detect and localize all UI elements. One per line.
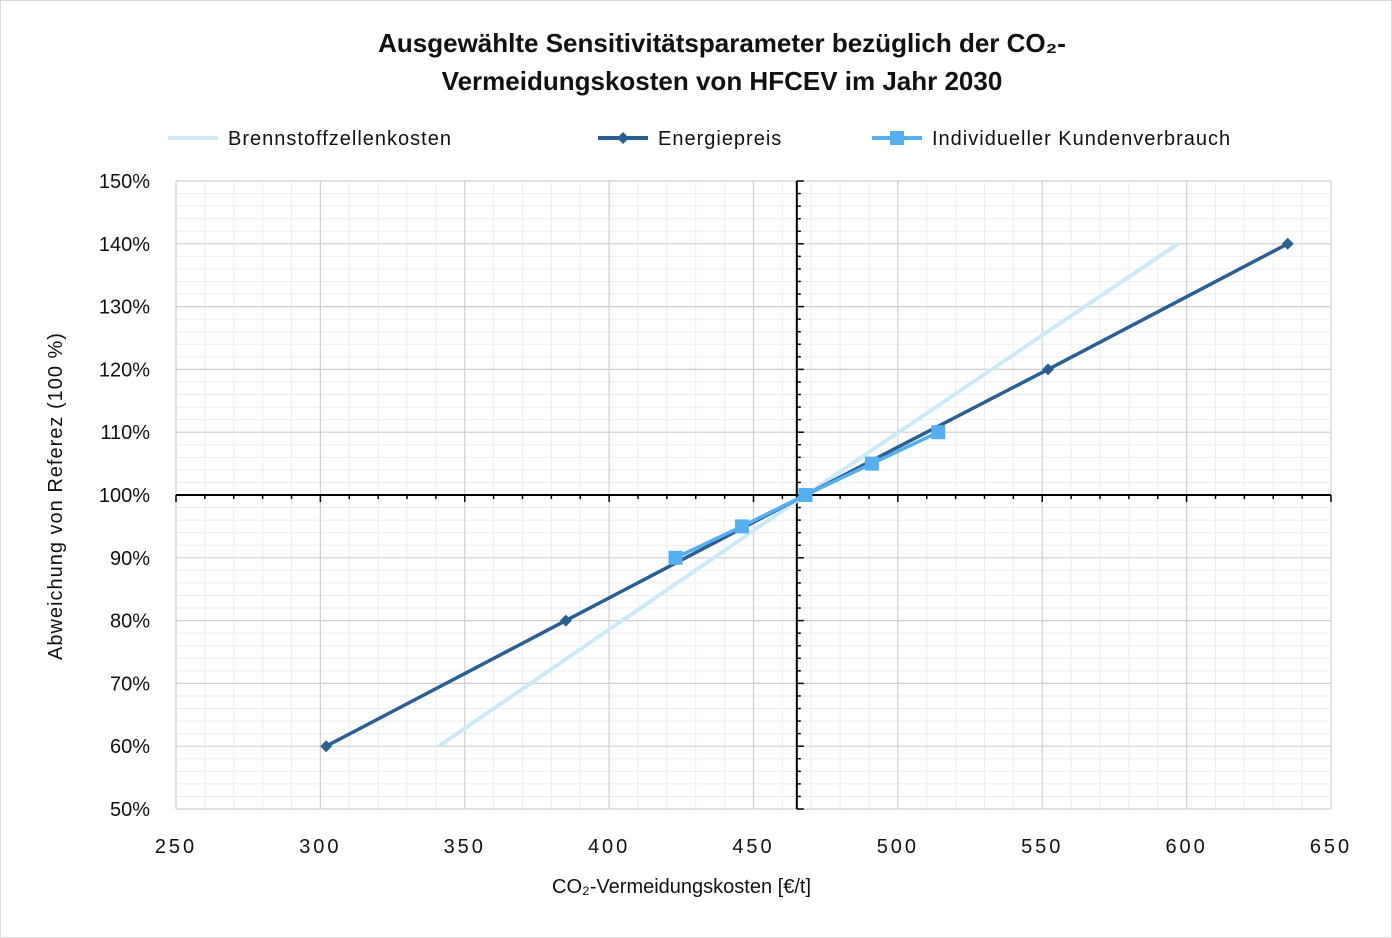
chart-title-line2: Vermeidungskosten von HFCEV im Jahr 2030: [442, 66, 1003, 96]
y-tick-label: 100%: [99, 485, 150, 507]
y-tick-label: 90%: [110, 548, 150, 570]
legend-label-kundenverbrauch: Individueller Kundenverbrauch: [932, 128, 1231, 150]
data-point-energiepreis: [559, 614, 572, 627]
y-tick-label: 50%: [110, 799, 150, 821]
y-tick-label: 130%: [99, 297, 150, 319]
y-tick-label: 80%: [110, 611, 150, 633]
data-point-individueller-kundenverbrauch: [668, 550, 683, 565]
data-point-individueller-kundenverbrauch: [864, 456, 879, 471]
y-tick-label: 120%: [99, 359, 150, 381]
y-tick-label: 140%: [99, 234, 150, 256]
y-tick-label: 110%: [100, 422, 150, 444]
x-axis-title: CO₂-Vermeidungskosten [€/t]: [552, 876, 811, 898]
data-point-individueller-kundenverbrauch: [798, 488, 813, 502]
x-tick-label: 450: [732, 836, 774, 858]
legend-item-kundenverbrauch: Individueller Kundenverbrauch: [872, 128, 1231, 150]
x-tick-label: 500: [877, 836, 919, 858]
x-tick-label: 400: [588, 836, 630, 858]
legend-label-brennstoffzellenkosten: Brennstoffzellenkosten: [228, 128, 452, 150]
legend-item-brennstoffzellenkosten: Brennstoffzellenkosten: [168, 128, 452, 150]
x-tick-label: 350: [444, 836, 486, 858]
y-tick-label: 70%: [110, 673, 150, 695]
chart-title-line1: Ausgewählte Sensitivitätsparameter bezüg…: [378, 28, 1066, 58]
legend-label-energiepreis: Energiepreis: [658, 128, 782, 150]
legend: Brennstoffzellenkosten Energiepreis Indi…: [168, 128, 1231, 150]
data-point-individueller-kundenverbrauch: [931, 425, 946, 440]
x-axis-ticks: 250 300 350 400 450 500 550 600 650: [155, 836, 1352, 858]
y-tick-label: 60%: [110, 736, 150, 758]
data-point-energiepreis: [1042, 363, 1055, 376]
data-point-individueller-kundenverbrauch: [734, 519, 749, 534]
x-tick-label: 600: [1165, 836, 1207, 858]
x-tick-label: 300: [299, 836, 341, 858]
series-layer: [320, 237, 1294, 753]
reference-lines: [175, 180, 1332, 810]
y-tick-label: 150%: [99, 171, 150, 193]
legend-marker-energiepreis: [617, 132, 629, 144]
x-tick-label: 650: [1310, 836, 1352, 858]
x-tick-label: 550: [1021, 836, 1063, 858]
y-axis-ticks: 50% 60% 70% 80% 90% 100% 110% 120% 130% 140% 150%: [99, 171, 150, 821]
x-tick-label: 250: [155, 836, 197, 858]
legend-item-energiepreis: Energiepreis: [598, 128, 782, 150]
y-axis-title: Abweichung von Referez (100 %): [45, 332, 67, 660]
data-point-energiepreis: [1281, 237, 1294, 250]
plot-grid: [175, 180, 1332, 810]
legend-marker-kundenverbrauch: [890, 131, 904, 145]
data-point-energiepreis: [320, 740, 333, 753]
